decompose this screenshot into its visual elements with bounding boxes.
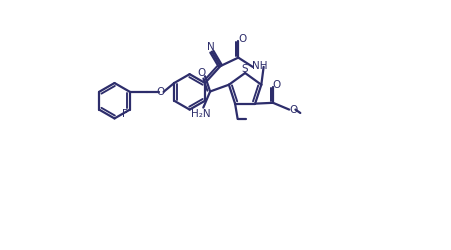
Text: H₂N: H₂N	[191, 108, 211, 118]
Text: O: O	[273, 79, 281, 89]
Text: N: N	[207, 42, 215, 52]
Text: F: F	[122, 109, 128, 119]
Text: O: O	[289, 104, 297, 114]
Text: O: O	[156, 87, 165, 97]
Text: O: O	[238, 34, 246, 43]
Text: S: S	[242, 63, 249, 73]
Text: NH: NH	[252, 61, 267, 71]
Text: O: O	[197, 68, 205, 78]
